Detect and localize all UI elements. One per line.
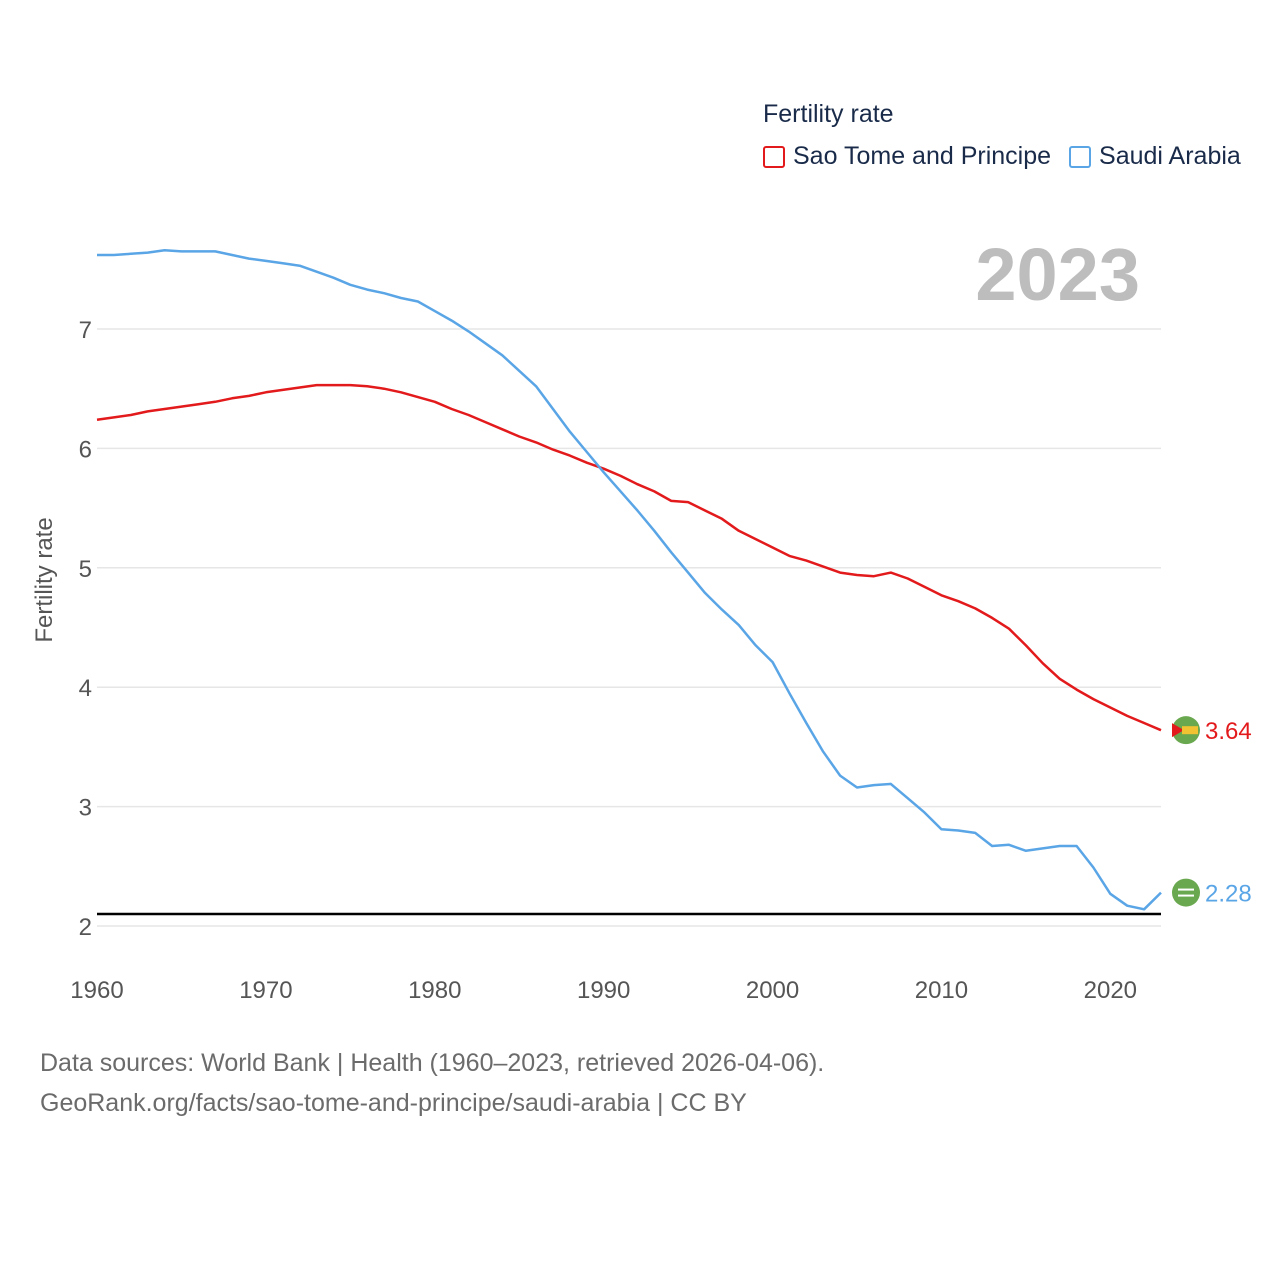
- legend-item-saudi-arabia[interactable]: Saudi Arabia: [1069, 142, 1241, 171]
- legend-swatch-sao-tome: [763, 145, 785, 168]
- legend-label-saudi-arabia: Saudi Arabia: [1099, 142, 1241, 170]
- legend-title: Fertility rate: [763, 100, 894, 128]
- y-tick-6: 6: [79, 436, 92, 463]
- x-tick-1980: 1980: [408, 977, 461, 1004]
- y-tick-2: 2: [79, 914, 92, 941]
- series-line-saudi-arabia[interactable]: [97, 248, 1162, 911]
- x-tick-1970: 1970: [239, 977, 292, 1004]
- y-tick-7: 7: [79, 317, 92, 344]
- x-axis-ticks: 1960 1970 1980 1990 2000 2010 2020: [70, 977, 1137, 1004]
- end-label-saudi-arabia: 2.28: [1205, 881, 1252, 908]
- legend-swatch-saudi-arabia: [1069, 145, 1092, 168]
- x-tick-2020: 2020: [1084, 977, 1137, 1004]
- y-tick-3: 3: [79, 795, 92, 822]
- end-label-sao-tome-and-principe: 3.64: [1205, 718, 1252, 745]
- footer: Data sources: World Bank | Health (1960–…: [40, 1043, 824, 1123]
- x-tick-2000: 2000: [746, 977, 799, 1004]
- series-line-sao-tome-and-principe[interactable]: [96, 383, 1162, 732]
- y-tick-4: 4: [79, 675, 92, 702]
- y-tick-5: 5: [79, 556, 92, 583]
- y-axis-ticks: 2 3 4 5 6 7: [79, 317, 92, 941]
- series-lines: [96, 248, 1162, 911]
- y-axis-label: Fertility rate: [31, 517, 58, 642]
- x-tick-2010: 2010: [915, 977, 968, 1004]
- year-label: 2023: [975, 233, 1140, 316]
- gridlines: [97, 328, 1161, 927]
- flag-marker-sao-tome-and-principe: [1172, 716, 1200, 745]
- footer-url[interactable]: GeoRank.org/facts/sao-tome-and-principe/…: [40, 1089, 747, 1117]
- legend-item-sao-tome[interactable]: Sao Tome and Principe: [763, 142, 1051, 171]
- flag-marker-saudi-arabia: [1172, 878, 1200, 907]
- end-markers: 3.64 2.28: [1172, 716, 1252, 908]
- legend-label-sao-tome: Sao Tome and Principe: [793, 142, 1052, 170]
- footer-sources: Data sources: World Bank | Health (1960–…: [40, 1049, 825, 1077]
- x-tick-1990: 1990: [577, 977, 630, 1004]
- legend: Sao Tome and Principe Saudi Arabia: [763, 142, 1259, 171]
- x-tick-1960: 1960: [70, 977, 123, 1004]
